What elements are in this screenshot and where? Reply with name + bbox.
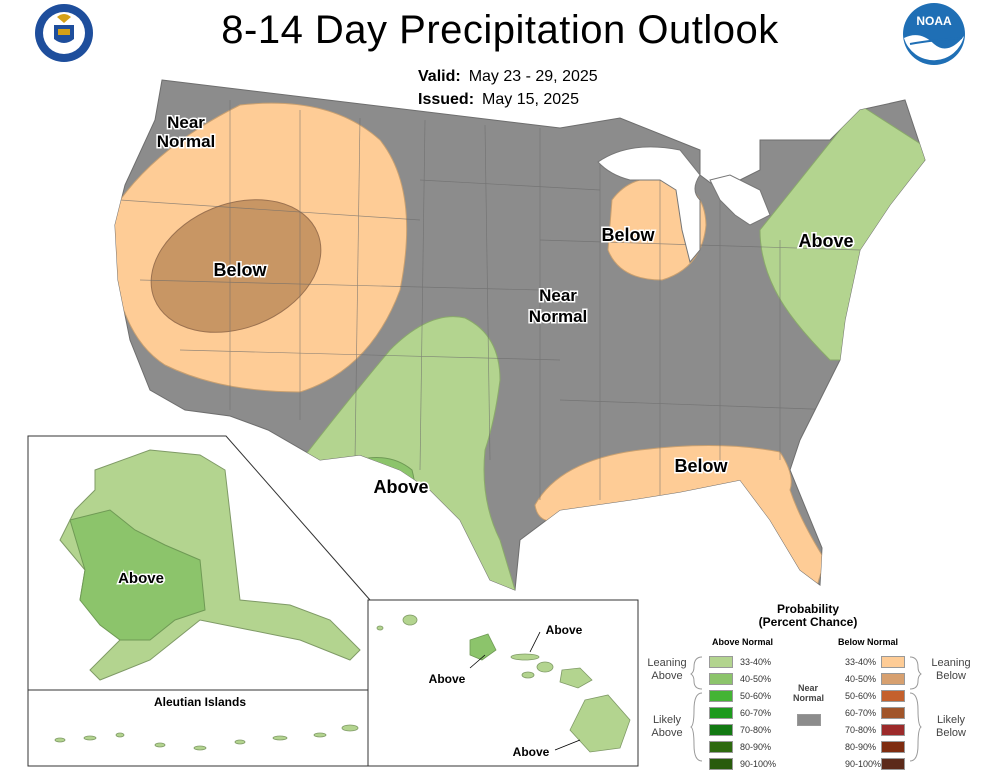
- legend-above-header: Above Normal: [712, 637, 774, 647]
- above-legend-range: 90-100%: [740, 759, 777, 769]
- label-above-east: Above: [798, 231, 853, 251]
- below-legend-swatch: [881, 724, 905, 736]
- below-legend-swatch: [881, 707, 905, 719]
- label-below-greatlakes: Below: [601, 225, 655, 245]
- below-legend-swatch: [881, 656, 905, 668]
- above-legend-swatch: [709, 724, 733, 736]
- label-below-west: Below: [213, 260, 267, 280]
- below-legend-range: 60-70%: [845, 708, 877, 718]
- below-legend-range: 70-80%: [845, 725, 877, 735]
- aleutian-islands: [54, 724, 359, 751]
- page-title: 8-14 Day Precipitation Outlook: [221, 8, 779, 52]
- commerce-seal-icon: [35, 4, 93, 62]
- label-near-normal-center: Near: [539, 286, 577, 305]
- below-legend-range: 40-50%: [845, 674, 877, 684]
- label-above-hawaii-1: Above: [546, 623, 583, 637]
- above-legend-swatch: [709, 690, 733, 702]
- above-legend-swatch: [709, 758, 733, 770]
- legend-leaning-below: Leaning Below: [931, 657, 971, 682]
- aleutian-title: Aleutian Islands: [154, 695, 246, 709]
- above-legend-range: 60-70%: [740, 708, 772, 718]
- below-legend-range: 90-100%: [845, 759, 882, 769]
- alaska-above-40-50-region: [69, 509, 206, 641]
- legend-below-braces: [909, 656, 922, 762]
- west-below-40-50-region: [150, 199, 322, 333]
- below-legend-range: 33-40%: [845, 657, 877, 667]
- legend-likely-below: Likely Below: [936, 714, 966, 739]
- legend-below-header: Below Normal: [838, 637, 899, 647]
- label-near-normal-nw: Near: [167, 113, 205, 132]
- label-above-hawaii-2: Above: [429, 672, 466, 686]
- above-legend-range: 50-60%: [740, 691, 772, 701]
- legend-near-normal-swatch: [797, 714, 821, 726]
- legend-likely-above: Likely Above: [651, 714, 683, 739]
- label-above-hawaii-3: Above: [513, 745, 550, 759]
- below-legend-swatch: [881, 758, 905, 770]
- svg-text:Normal: Normal: [529, 307, 588, 326]
- hawaiian-islands: [376, 614, 631, 753]
- above-legend-swatch: [709, 707, 733, 719]
- below-legend-swatch: [881, 690, 905, 702]
- above-legend-range: 40-50%: [740, 674, 772, 684]
- above-legend-range: 80-90%: [740, 742, 772, 752]
- below-legend-range: 50-60%: [845, 691, 877, 701]
- issued-date: Issued: May 15, 2025: [418, 91, 579, 108]
- below-legend-swatch: [881, 741, 905, 753]
- east-above-region: [759, 104, 925, 361]
- above-legend-swatch: [709, 656, 733, 668]
- great-lakes: [597, 146, 771, 264]
- below-legend-swatch: [881, 673, 905, 685]
- above-legend-swatch: [709, 741, 733, 753]
- label-above-alaska: Above: [118, 570, 164, 587]
- svg-text:Normal: Normal: [157, 132, 216, 151]
- legend-above-braces: [690, 656, 703, 762]
- legend-leaning-above: Leaning Above: [647, 657, 687, 682]
- above-legend-range: 70-80%: [740, 725, 772, 735]
- valid-date: Valid: May 23 - 29, 2025: [418, 68, 598, 85]
- label-above-texas: Above: [373, 477, 428, 497]
- above-legend-swatch: [709, 673, 733, 685]
- legend-title: Probability (Percent Chance): [758, 602, 858, 629]
- below-legend-range: 80-90%: [845, 742, 877, 752]
- noaa-logo-text: NOAA: [916, 14, 952, 28]
- noaa-logo-icon: NOAA: [903, 3, 965, 65]
- above-legend-range: 33-40%: [740, 657, 772, 667]
- legend-near-normal-label: Near Normal: [793, 683, 825, 703]
- label-below-southeast: Below: [674, 456, 728, 476]
- aleutian-inset-frame: [27, 689, 369, 767]
